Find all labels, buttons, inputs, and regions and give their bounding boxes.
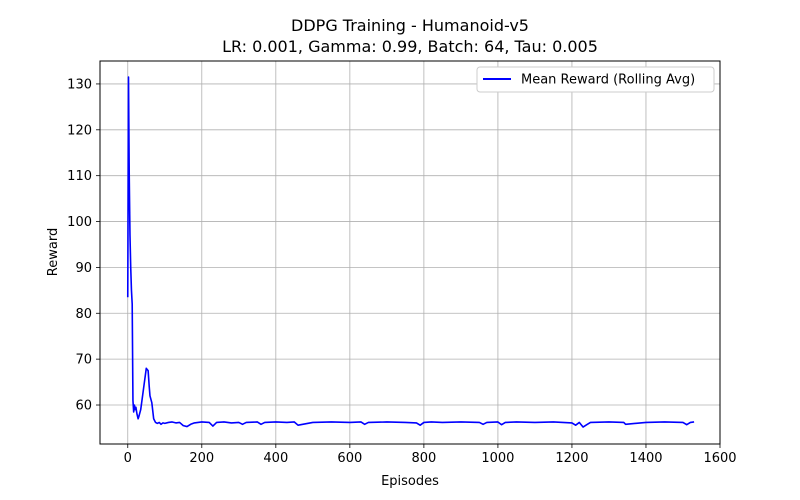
series-lines (126, 76, 695, 428)
y-tick-label: 110 (67, 169, 92, 184)
x-tick-label: 600 (337, 451, 362, 466)
x-axis-label: Episodes (381, 474, 439, 489)
x-tick-label: 0 (124, 451, 132, 466)
x-tick-label: 400 (263, 451, 288, 466)
y-tick-label: 130 (67, 77, 92, 92)
y-tick-label: 70 (75, 353, 92, 368)
legend-box (476, 66, 715, 93)
y-tick-label: 60 (75, 399, 92, 414)
plot-frame (99, 60, 721, 445)
legend-label: Mean Reward (Rolling Avg) (521, 73, 695, 88)
axis-ticks: 0 200 400 600 800 1000 1200 1400 1600 60 70 80 90 100… (67, 77, 736, 466)
x-tick-label: 800 (411, 451, 436, 466)
grid (100, 61, 721, 444)
x-tick-label: 1000 (481, 451, 514, 466)
y-tick-label: 80 (75, 307, 92, 322)
chart-title: DDPG Training - Humanoid-v5 (291, 16, 529, 35)
x-tick-label: 200 (189, 451, 214, 466)
y-axis-label: Reward (46, 228, 61, 276)
legend: Mean Reward (Rolling Avg) (476, 66, 715, 93)
y-tick-label: 100 (67, 215, 92, 230)
x-tick-label: 1200 (555, 451, 588, 466)
series-line-0 (126, 76, 695, 428)
y-tick-label: 120 (67, 123, 92, 138)
x-tick-label: 1600 (703, 451, 736, 466)
chart-subtitle: LR: 0.001, Gamma: 0.99, Batch: 64, Tau: … (222, 37, 598, 56)
x-tick-label: 1400 (629, 451, 662, 466)
y-tick-label: 90 (75, 261, 92, 276)
